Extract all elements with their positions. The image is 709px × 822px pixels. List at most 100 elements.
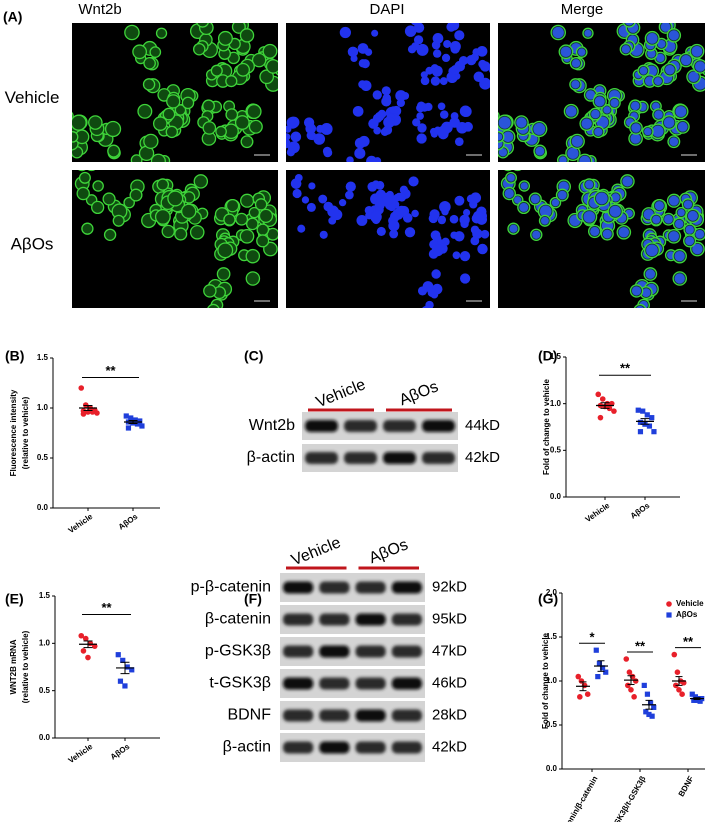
data-point xyxy=(651,704,657,710)
cells xyxy=(74,170,278,323)
cell-nucleus xyxy=(622,176,633,187)
cell-nucleus xyxy=(594,96,605,107)
cell-nucleus xyxy=(437,215,446,224)
cell-nucleus xyxy=(688,71,699,83)
cell-membrane xyxy=(112,214,125,227)
cell-membrane xyxy=(167,190,184,207)
cell-nucleus xyxy=(286,138,291,149)
data-point xyxy=(644,412,650,418)
legend-marker xyxy=(666,601,672,607)
cell-nucleus xyxy=(286,116,299,129)
cell-membrane xyxy=(87,170,96,172)
group-label: Vehicle xyxy=(314,376,368,411)
cell-nucleus xyxy=(687,210,698,221)
cell-nucleus xyxy=(460,219,469,229)
cells xyxy=(500,170,705,308)
cell-nucleus xyxy=(559,156,567,162)
micrograph xyxy=(72,23,278,162)
cell-membrane xyxy=(230,311,242,323)
cell-nucleus xyxy=(477,243,488,255)
micrograph xyxy=(498,170,705,308)
data-point xyxy=(626,669,633,675)
cell-membrane xyxy=(216,267,231,281)
cell-nucleus xyxy=(292,188,302,199)
cell-membrane xyxy=(256,234,270,248)
cell-nucleus xyxy=(520,182,528,190)
data-point xyxy=(129,667,135,673)
blot-band xyxy=(319,709,350,722)
y-tick-label: 0.0 xyxy=(546,764,558,773)
cell-nucleus xyxy=(413,35,424,45)
cell-membrane xyxy=(254,198,268,211)
x-tick-label: Vehicle xyxy=(584,501,612,525)
y-tick-label: 1.0 xyxy=(546,676,558,685)
cell-nucleus xyxy=(439,110,449,119)
data-point xyxy=(599,396,606,402)
cell-nucleus xyxy=(318,194,328,204)
cell-membrane xyxy=(240,193,255,208)
cell-membrane xyxy=(513,170,522,172)
y-tick-label: 2.0 xyxy=(546,588,558,597)
cell-membrane xyxy=(143,56,156,70)
cell-nucleus xyxy=(694,61,705,72)
panel-label: (E) xyxy=(5,591,24,607)
cell-nucleus xyxy=(669,137,679,146)
cell-membrane xyxy=(88,115,103,130)
blot-band xyxy=(355,581,386,594)
cell-nucleus xyxy=(552,26,564,39)
cell-nucleus xyxy=(571,80,580,89)
cell-nucleus xyxy=(450,64,461,75)
blot-band xyxy=(319,741,350,754)
x-tick-label: p-β-catenin/β-catenin xyxy=(551,774,599,822)
blot-row-label: β-catenin xyxy=(205,611,271,628)
cell-nucleus xyxy=(674,251,685,262)
data-point xyxy=(623,656,630,662)
cell-nucleus xyxy=(352,105,364,117)
cells xyxy=(286,7,490,162)
y-axis-label: (relative to vehicle) xyxy=(21,396,30,469)
cell-nucleus xyxy=(432,33,444,44)
cell-nucleus xyxy=(404,25,417,37)
cell-nucleus xyxy=(388,220,400,232)
blot-size-label: 42kD xyxy=(432,738,467,755)
blot-band xyxy=(355,677,386,690)
cell-membrane xyxy=(202,121,217,135)
cell-nucleus xyxy=(470,236,480,246)
cell-nucleus xyxy=(431,244,444,257)
cell-nucleus xyxy=(429,209,440,220)
cell-membrane xyxy=(103,228,117,241)
cell-nucleus xyxy=(473,71,485,83)
cell-membrane xyxy=(259,69,275,85)
cell-membrane xyxy=(150,153,166,162)
data-point xyxy=(691,697,697,703)
cell-nucleus xyxy=(631,286,642,296)
cell-nucleus xyxy=(519,202,529,212)
cell-nucleus xyxy=(530,194,540,204)
cell-nucleus xyxy=(644,76,655,86)
cell-nucleus xyxy=(533,123,546,135)
cell-nucleus xyxy=(590,226,600,237)
blot-band xyxy=(344,452,377,464)
blot-row-label: p-β-catenin xyxy=(191,579,271,596)
cell-nucleus xyxy=(356,215,368,226)
cell-nucleus xyxy=(567,147,579,159)
cell-nucleus xyxy=(692,243,703,255)
data-point xyxy=(85,654,91,661)
blot-band xyxy=(305,420,338,432)
blot-row-label: p-GSK3β xyxy=(205,643,271,660)
cell-nucleus xyxy=(621,45,630,54)
blot-band xyxy=(283,741,314,754)
cell-nucleus xyxy=(571,59,581,68)
y-axis-label: WNT2B mRNA xyxy=(9,639,18,694)
cell-nucleus xyxy=(376,226,386,237)
cell-membrane xyxy=(132,44,148,60)
micrograph xyxy=(286,170,490,308)
cell-nucleus xyxy=(440,201,450,211)
cell-nucleus xyxy=(440,7,452,19)
cell-nucleus xyxy=(507,173,515,182)
data-point xyxy=(692,694,699,700)
cell-nucleus xyxy=(395,90,407,102)
cell-nucleus xyxy=(618,227,629,238)
blot-row-label: t-GSK3β xyxy=(209,675,271,692)
cell-nucleus xyxy=(460,106,472,117)
